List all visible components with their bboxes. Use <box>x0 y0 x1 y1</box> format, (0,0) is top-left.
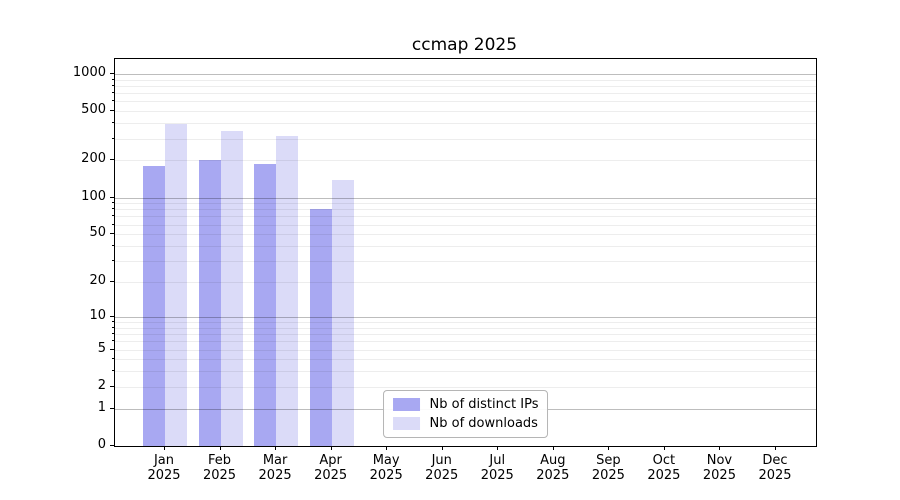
bars-layer <box>115 59 816 446</box>
bar-nb-of-distinct-ips-jan-2025 <box>143 165 165 446</box>
x-tick-label-mar-2025: Mar 2025 <box>258 453 292 483</box>
bar-nb-of-downloads-apr-2025 <box>331 180 354 446</box>
x-tick-label-aug-2025: Aug 2025 <box>536 453 570 483</box>
bar-nb-of-downloads-mar-2025 <box>276 136 299 446</box>
legend-entry-distinct-ips: Nb of distinct IPs <box>392 397 539 412</box>
y-tick-label-100: 100 <box>81 188 106 204</box>
x-tick-label-feb-2025: Feb 2025 <box>202 453 237 483</box>
x-tick-label-nov-2025: Nov 2025 <box>702 453 736 483</box>
x-tick-label-jan-2025: Jan 2025 <box>147 453 181 483</box>
y-tick-label-1000: 1000 <box>72 65 106 80</box>
bar-nb-of-distinct-ips-mar-2025 <box>254 164 277 446</box>
x-tick-label-jun-2025: Jun 2025 <box>425 453 459 483</box>
x-tick-label-oct-2025: Oct 2025 <box>647 453 681 483</box>
y-tick-label-0: 0 <box>97 437 106 452</box>
x-tick-label-apr-2025: Apr 2025 <box>314 453 348 483</box>
x-tick-label-jul-2025: Jul 2025 <box>480 453 514 483</box>
legend-entry-downloads: Nb of downloads <box>392 416 539 431</box>
y-tick-label-5: 5 <box>97 340 106 356</box>
x-tick-label-dec-2025: Dec 2025 <box>758 453 792 483</box>
y-tick-label-10: 10 <box>89 307 106 323</box>
chart-title: ccmap 2025 <box>411 35 518 55</box>
bar-nb-of-distinct-ips-feb-2025 <box>198 160 221 446</box>
legend-swatch-distinct-ips <box>392 398 420 411</box>
x-tick-label-may-2025: May 2025 <box>369 453 403 483</box>
y-tick-label-50: 50 <box>89 225 106 241</box>
y-tick-label-1: 1 <box>97 399 106 415</box>
bar-nb-of-downloads-jan-2025 <box>165 123 187 446</box>
legend: Nb of distinct IPs Nb of downloads <box>382 390 549 438</box>
y-tick-label-500: 500 <box>81 102 106 118</box>
y-tick-label-200: 200 <box>81 151 106 167</box>
legend-label-downloads: Nb of downloads <box>429 416 538 431</box>
bar-nb-of-downloads-feb-2025 <box>220 130 243 446</box>
y-tick-label-20: 20 <box>89 273 106 289</box>
bar-nb-of-distinct-ips-apr-2025 <box>309 209 332 446</box>
legend-label-distinct-ips: Nb of distinct IPs <box>429 397 539 412</box>
plot-area: Nb of distinct IPs Nb of downloads <box>114 58 817 447</box>
x-tick-label-sep-2025: Sep 2025 <box>591 453 625 483</box>
y-tick-label-2: 2 <box>97 377 106 393</box>
legend-swatch-downloads <box>392 417 420 430</box>
